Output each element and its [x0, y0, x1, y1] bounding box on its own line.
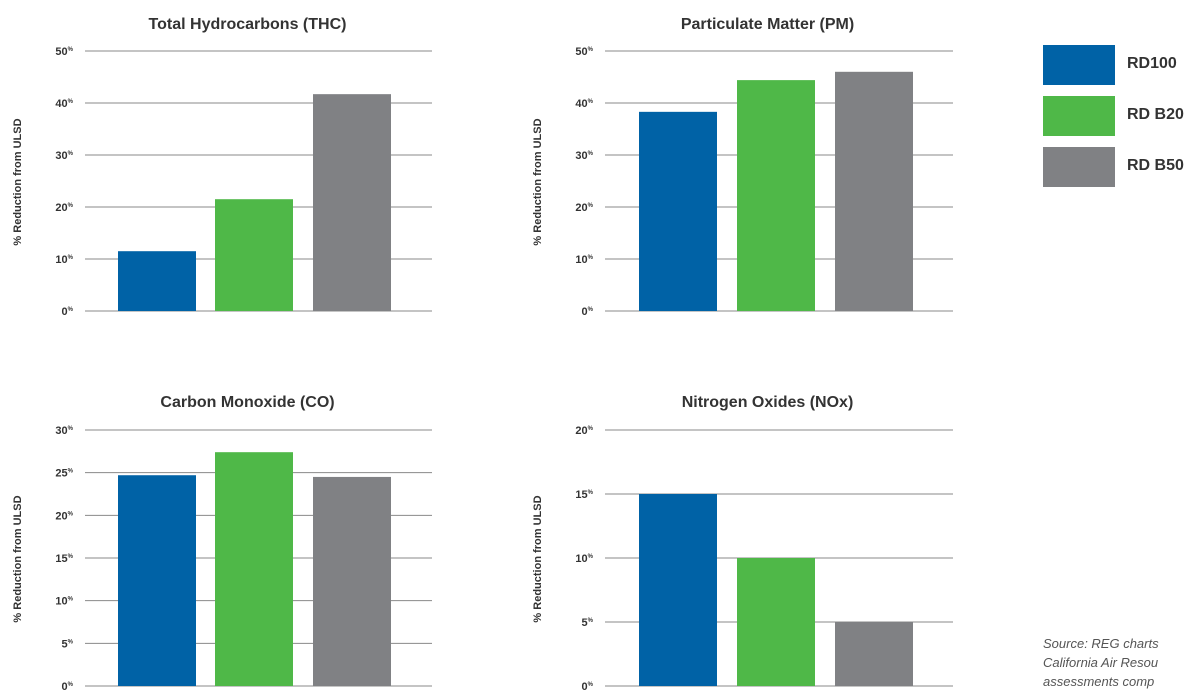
bar-rd-b50: [835, 622, 913, 686]
bar-rd100: [118, 475, 196, 686]
legend-item-rd-b50: RD B50: [1043, 147, 1189, 187]
y-tick-label: 20%: [55, 510, 73, 522]
y-tick-label: 5%: [582, 617, 594, 629]
chart-panel-co: Carbon Monoxide (CO) % Reduction from UL…: [0, 0, 520, 691]
y-tick-label: 25%: [55, 468, 73, 480]
chart-plot: 0% 10% 20% 30% 40% 50%: [55, 46, 432, 318]
chart-title: Total Hydrocarbons (THC): [148, 16, 347, 33]
chart-panel-thc: Total Hydrocarbons (THC) % Reduction fro…: [0, 0, 520, 345]
chart-title: Carbon Monoxide (CO): [160, 394, 335, 411]
bar-rd100: [118, 251, 196, 311]
y-tick-label: 30%: [575, 150, 593, 162]
y-tick-label: 10%: [575, 553, 593, 565]
y-tick-label: 30%: [55, 425, 73, 437]
source-line: Source: REG charts: [1043, 636, 1159, 651]
y-tick-label: 0%: [582, 306, 594, 318]
bar-rd-b20: [737, 80, 815, 312]
bar-rd-b50: [313, 476, 391, 686]
source-line: assessments comp: [1043, 674, 1155, 689]
legend-swatch: [1043, 45, 1115, 85]
legend-label: RD100: [1127, 55, 1177, 72]
chart-panel-nox: Nitrogen Oxides (NOx) % Reduction from U…: [532, 394, 953, 691]
y-tick-label: 20%: [575, 425, 593, 437]
y-tick-label: 0%: [62, 306, 74, 318]
y-tick-label: 30%: [55, 150, 73, 162]
y-tick-label: 10%: [575, 254, 593, 266]
y-tick-label: 50%: [55, 46, 73, 58]
y-tick-label: 20%: [55, 202, 73, 214]
legend-label: RD B50: [1127, 157, 1184, 174]
chart-title: Nitrogen Oxides (NOx): [681, 394, 854, 411]
y-tick-label: 20%: [575, 202, 593, 214]
chart-plot: 0% 5% 10% 15% 20% 25% 30%: [55, 425, 432, 691]
chart-title: Particulate Matter (PM): [680, 16, 855, 33]
y-tick-label: 40%: [55, 98, 73, 110]
y-tick-label: 15%: [55, 553, 73, 565]
bar-rd100: [639, 494, 717, 686]
chart-plot: 0% 10% 20% 30% 40% 50%: [575, 46, 953, 318]
legend-label: RD B20: [1127, 106, 1184, 123]
bar-rd-b20: [215, 452, 293, 686]
y-tick-label: 0%: [62, 681, 74, 691]
bar-rd-b50: [313, 94, 391, 311]
legend-swatch: [1043, 147, 1115, 187]
bar-rd-b20: [215, 199, 293, 311]
chart-panel-pm: Particulate Matter (PM) % Reduction from…: [0, 0, 1000, 345]
y-tick-label: 10%: [55, 254, 73, 266]
bar-rd-b50: [835, 71, 913, 311]
legend-swatch: [1043, 96, 1115, 136]
y-tick-label: 15%: [575, 489, 593, 501]
legend-item-rd100: RD100: [1043, 45, 1189, 85]
y-tick-label: 0%: [582, 681, 594, 691]
source-note: Source: REG charts California Air Resou …: [1043, 634, 1189, 691]
legend-item-rd-b20: RD B20: [1043, 96, 1189, 136]
y-tick-label: 5%: [62, 638, 74, 650]
source-line: California Air Resou: [1043, 655, 1159, 670]
bar-rd-b20: [737, 558, 815, 686]
y-tick-label: 50%: [575, 46, 593, 58]
chart-plot: 0% 5% 10% 15% 20%: [575, 425, 953, 691]
bar-rd100: [639, 111, 717, 311]
y-tick-label: 40%: [575, 98, 593, 110]
y-tick-label: 10%: [55, 596, 73, 608]
